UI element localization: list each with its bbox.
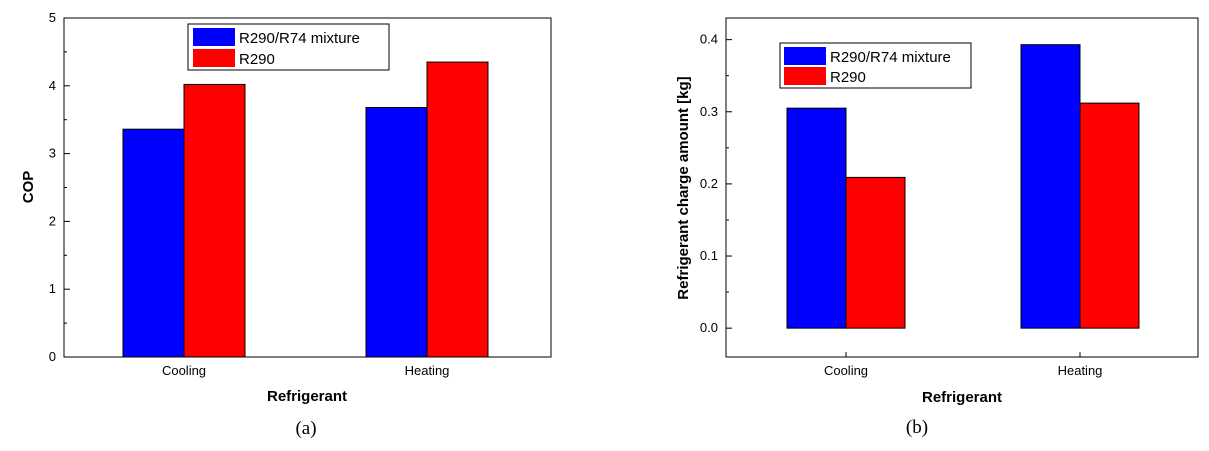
legend-swatch-b-1 — [784, 67, 826, 85]
legend-a: R290/R74 mixture R290 — [187, 23, 390, 71]
bars-a — [122, 61, 489, 358]
bars-b — [786, 44, 1140, 329]
legend-label-a-0: R290/R74 mixture — [239, 30, 360, 47]
y-tick-label-a-4: 4 — [49, 78, 56, 93]
y-tick-label-a-0: 0 — [49, 349, 56, 364]
y-tick-label-a-5: 5 — [49, 10, 56, 25]
legend-label-b-0: R290/R74 mixture — [830, 49, 951, 66]
legend-b: R290/R74 mixture R290 — [779, 42, 972, 89]
y-axis-a: 0 1 2 3 4 5 — [49, 10, 70, 364]
bar-b-cooling-1 — [845, 176, 906, 329]
y-tick-label-a-1: 1 — [49, 281, 56, 296]
x-axis-label-b: Refrigerant — [922, 389, 1002, 406]
y-tick-label-b-3: 0.3 — [700, 104, 718, 119]
panel-b: 0.0 0.1 0.2 0.3 0.4 Cooling Heating Refrigera… — [675, 17, 1199, 438]
y-tick-label-b-2: 0.2 — [700, 176, 718, 191]
legend-label-a-1: R290 — [239, 51, 275, 68]
x-tick-label-b-1: Heating — [1058, 363, 1103, 378]
y-tick-label-b-1: 0.1 — [700, 248, 718, 263]
y-tick-label-b-0: 0.0 — [700, 320, 718, 335]
legend-swatch-a-1 — [193, 49, 235, 67]
bar-b-cooling-0 — [786, 107, 847, 329]
bar-a-heating-0 — [365, 106, 428, 358]
y-axis-label-a: COP — [20, 171, 37, 204]
y-tick-label-b-4: 0.4 — [700, 32, 718, 47]
legend-label-b-1: R290 — [830, 69, 866, 86]
bar-a-cooling-0 — [122, 128, 185, 358]
x-axis-b: Cooling Heating — [824, 352, 1102, 378]
bar-b-heating-0 — [1020, 44, 1081, 329]
y-tick-label-a-3: 3 — [49, 146, 56, 161]
x-axis-label-a: Refrigerant — [267, 388, 347, 405]
bar-a-heating-1 — [426, 61, 489, 358]
legend-swatch-b-0 — [784, 47, 826, 65]
y-axis-b: 0.0 0.1 0.2 0.3 0.4 — [700, 32, 732, 335]
caption-a: (a) — [295, 418, 316, 439]
y-tick-label-a-2: 2 — [49, 213, 56, 228]
x-axis-a: Cooling Heating — [162, 352, 449, 378]
y-axis-label-b: Refrigerant charge amount [kg] — [675, 76, 692, 299]
x-tick-label-a-0: Cooling — [162, 363, 206, 378]
caption-b: (b) — [906, 417, 928, 438]
legend-swatch-a-0 — [193, 28, 235, 46]
x-tick-label-b-0: Cooling — [824, 363, 868, 378]
x-tick-label-a-1: Heating — [405, 363, 450, 378]
panel-a: 0 1 2 3 4 5 Cooling Heating Refrigerant COP R2… — [20, 10, 552, 439]
bar-a-cooling-1 — [183, 83, 246, 358]
bar-b-heating-1 — [1079, 102, 1140, 329]
